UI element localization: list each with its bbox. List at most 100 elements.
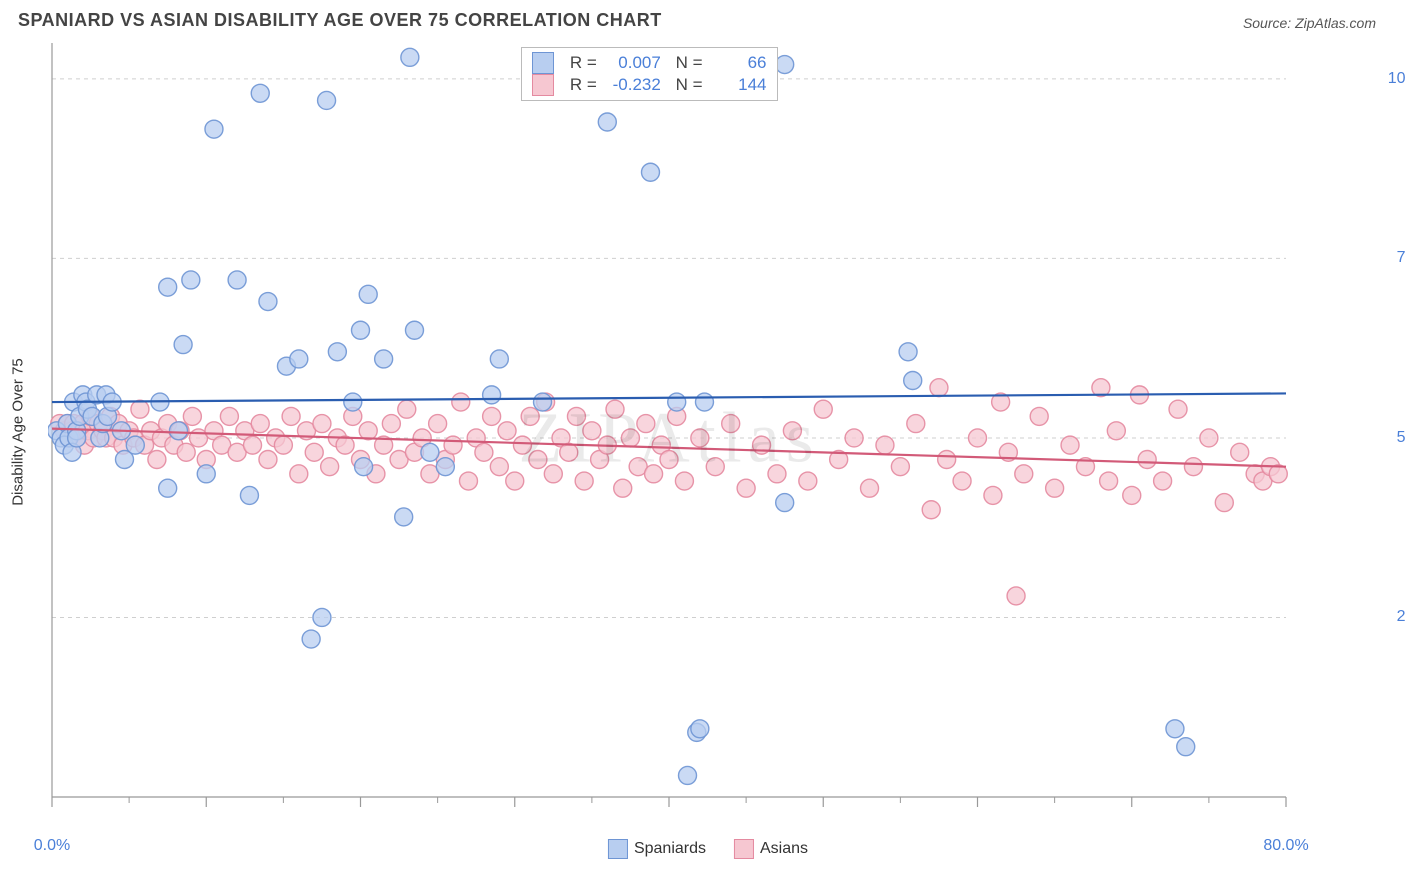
data-point bbox=[529, 450, 547, 468]
data-point bbox=[1166, 720, 1184, 738]
data-point bbox=[401, 48, 419, 66]
data-point bbox=[1169, 400, 1187, 418]
legend-swatch bbox=[532, 52, 554, 74]
legend-item: Asians bbox=[734, 839, 808, 859]
data-point bbox=[313, 415, 331, 433]
chart-source: Source: ZipAtlas.com bbox=[1243, 15, 1376, 31]
data-point bbox=[1231, 443, 1249, 461]
data-point bbox=[621, 429, 639, 447]
data-point bbox=[131, 400, 149, 418]
chart-title: SPANIARD VS ASIAN DISABILITY AGE OVER 75… bbox=[18, 10, 662, 31]
data-point bbox=[938, 450, 956, 468]
data-point bbox=[783, 422, 801, 440]
data-point bbox=[598, 113, 616, 131]
data-point bbox=[490, 350, 508, 368]
legend-label: Asians bbox=[760, 840, 808, 857]
data-point bbox=[159, 278, 177, 296]
stat-legend-row: R =0.007 N =66 bbox=[532, 52, 767, 74]
data-point bbox=[68, 429, 86, 447]
data-point bbox=[641, 163, 659, 181]
data-point bbox=[1046, 479, 1064, 497]
data-point bbox=[660, 450, 678, 468]
data-point bbox=[560, 443, 578, 461]
data-point bbox=[953, 472, 971, 490]
data-point bbox=[637, 415, 655, 433]
data-point bbox=[521, 407, 539, 425]
data-point bbox=[344, 393, 362, 411]
data-point bbox=[861, 479, 879, 497]
data-point bbox=[228, 271, 246, 289]
data-point bbox=[899, 343, 917, 361]
data-point bbox=[459, 472, 477, 490]
data-point bbox=[776, 494, 794, 512]
data-point bbox=[1123, 486, 1141, 504]
data-point bbox=[321, 458, 339, 476]
data-point bbox=[318, 91, 336, 109]
data-point bbox=[251, 84, 269, 102]
data-point bbox=[169, 422, 187, 440]
data-point bbox=[183, 407, 201, 425]
data-point bbox=[359, 422, 377, 440]
data-point bbox=[197, 465, 215, 483]
y-tick-label: 100.0% bbox=[1388, 70, 1406, 88]
data-point bbox=[1015, 465, 1033, 483]
data-point bbox=[691, 720, 709, 738]
data-point bbox=[328, 343, 346, 361]
data-point bbox=[355, 458, 373, 476]
stat-legend-row: R =-0.232 N =144 bbox=[532, 74, 767, 96]
y-tick-label: 50.0% bbox=[1397, 429, 1406, 447]
data-point bbox=[1107, 422, 1125, 440]
data-point bbox=[305, 443, 323, 461]
data-point bbox=[907, 415, 925, 433]
data-point bbox=[544, 465, 562, 483]
data-point bbox=[1200, 429, 1218, 447]
data-point bbox=[382, 415, 400, 433]
stat-n-value: 144 bbox=[713, 75, 767, 95]
data-point bbox=[1061, 436, 1079, 454]
data-point bbox=[691, 429, 709, 447]
data-point bbox=[1138, 450, 1156, 468]
data-point bbox=[313, 608, 331, 626]
data-point bbox=[1030, 407, 1048, 425]
data-point bbox=[290, 350, 308, 368]
data-point bbox=[904, 372, 922, 390]
data-point bbox=[490, 458, 508, 476]
plot-area: Disability Age Over 75 ZIPAtlas R =0.007… bbox=[48, 37, 1368, 827]
data-point bbox=[240, 486, 258, 504]
data-point bbox=[737, 479, 755, 497]
data-point bbox=[259, 450, 277, 468]
data-point bbox=[679, 766, 697, 784]
data-point bbox=[452, 393, 470, 411]
stat-n-value: 66 bbox=[713, 53, 767, 73]
data-point bbox=[969, 429, 987, 447]
data-point bbox=[251, 415, 269, 433]
data-point bbox=[1154, 472, 1172, 490]
x-tick-label: 0.0% bbox=[34, 837, 70, 855]
data-point bbox=[177, 443, 195, 461]
data-point bbox=[159, 479, 177, 497]
data-point bbox=[645, 465, 663, 483]
data-point bbox=[174, 336, 192, 354]
legend-swatch bbox=[608, 839, 628, 859]
series-legend: Spaniards Asians bbox=[608, 839, 808, 859]
data-point bbox=[290, 465, 308, 483]
data-point bbox=[506, 472, 524, 490]
x-tick-label: 80.0% bbox=[1263, 837, 1308, 855]
data-point bbox=[695, 393, 713, 411]
data-point bbox=[513, 436, 531, 454]
data-point bbox=[148, 450, 166, 468]
data-point bbox=[1007, 587, 1025, 605]
data-point bbox=[405, 321, 423, 339]
data-point bbox=[722, 415, 740, 433]
data-point bbox=[1184, 458, 1202, 476]
data-point bbox=[575, 472, 593, 490]
legend-swatch bbox=[532, 74, 554, 96]
legend-item: Spaniards bbox=[608, 839, 706, 859]
correlation-scatter-chart bbox=[48, 37, 1368, 827]
data-point bbox=[282, 407, 300, 425]
data-point bbox=[814, 400, 832, 418]
data-point bbox=[220, 407, 238, 425]
data-point bbox=[606, 400, 624, 418]
data-point bbox=[274, 436, 292, 454]
data-point bbox=[126, 436, 144, 454]
